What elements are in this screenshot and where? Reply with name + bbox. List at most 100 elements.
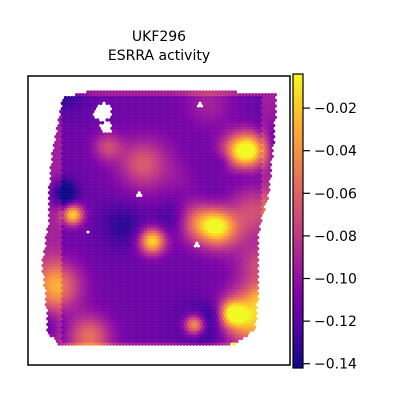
tissue-spot — [87, 165, 92, 170]
tissue-spot — [263, 93, 268, 97]
tissue-spot — [262, 123, 266, 128]
tissue-spot — [83, 174, 87, 178]
tissue-spot — [172, 107, 177, 111]
tissue-spot — [211, 185, 215, 189]
tissue-spot — [188, 129, 193, 133]
tissue-spot — [169, 129, 173, 133]
tissue-spot — [217, 157, 221, 161]
tissue-spot — [94, 121, 98, 125]
tissue-spot — [239, 95, 244, 100]
tissue-spot — [75, 121, 79, 125]
tissue-spot — [100, 165, 105, 170]
tissue-spot — [230, 107, 234, 111]
tissue-spot — [83, 95, 87, 100]
tissue-spot — [73, 123, 77, 128]
tissue-spot — [262, 112, 266, 117]
tissue-spot — [155, 165, 159, 170]
tissue-spot — [182, 112, 186, 117]
tissue-spot — [115, 112, 119, 117]
tissue-spot — [103, 149, 108, 153]
tissue-spot — [207, 163, 212, 167]
tissue-spot — [60, 174, 65, 178]
tissue-spot — [263, 115, 268, 119]
tissue-spot — [148, 98, 153, 103]
tissue-spot — [185, 107, 189, 111]
tissue-spot — [203, 177, 207, 181]
tissue-spot — [188, 146, 193, 150]
tissue-spot — [71, 165, 76, 170]
tissue-spot — [246, 129, 250, 133]
tissue-spot — [94, 154, 98, 159]
tissue-spot — [236, 168, 241, 173]
tissue-spot — [76, 118, 81, 122]
tissue-spot — [131, 179, 135, 184]
tissue-spot — [183, 154, 188, 159]
tissue-spot — [175, 163, 180, 167]
tissue-spot — [223, 179, 228, 184]
tissue-spot — [148, 188, 153, 192]
tissue-spot — [219, 193, 223, 198]
tissue-spot — [223, 135, 228, 139]
tissue-spot — [121, 112, 125, 117]
tissue-spot — [81, 104, 85, 108]
tissue-spot — [179, 168, 183, 173]
tissue-spot — [119, 149, 124, 153]
tissue-spot — [193, 104, 197, 108]
tissue-spot — [70, 123, 74, 128]
tissue-spot — [201, 191, 205, 195]
tissue-spot — [222, 143, 226, 147]
tissue-spot — [187, 98, 191, 103]
tissue-spot — [143, 140, 148, 145]
tissue-spot — [241, 177, 245, 181]
tissue-spot — [217, 191, 221, 195]
tissue-spot — [153, 146, 157, 150]
tissue-spot — [151, 154, 156, 159]
tissue-spot — [190, 149, 194, 153]
tissue-spot — [150, 185, 154, 189]
tissue-spot — [188, 101, 193, 105]
tissue-spot — [127, 179, 132, 184]
tissue-spot — [67, 146, 71, 150]
tissue-spot — [223, 90, 228, 94]
tissue-spot — [89, 191, 93, 195]
tissue-spot — [206, 98, 210, 103]
tissue-spot — [231, 177, 236, 181]
tissue-spot — [172, 168, 177, 173]
tissue-spot — [220, 95, 225, 100]
tissue-spot — [238, 126, 242, 131]
tissue-spot — [195, 185, 199, 189]
tissue-spot — [140, 157, 145, 161]
tissue-spot — [119, 143, 124, 147]
tissue-spot — [51, 168, 55, 173]
tissue-spot — [249, 135, 253, 139]
tissue-spot — [183, 115, 188, 119]
tissue-spot — [52, 165, 57, 170]
tissue-spot — [230, 140, 234, 145]
tissue-spot — [247, 93, 252, 97]
tissue-spot — [188, 179, 193, 184]
tissue-spot — [193, 98, 197, 103]
tissue-spot — [214, 174, 218, 178]
tissue-spot — [262, 151, 266, 156]
tissue-spot — [139, 121, 143, 125]
tissue-spot — [185, 112, 189, 117]
tissue-spot — [158, 109, 162, 114]
tissue-spot — [73, 174, 77, 178]
tissue-spot — [244, 126, 249, 131]
tissue-spot — [81, 98, 85, 103]
tissue-spot — [188, 151, 193, 156]
tissue-spot — [89, 101, 93, 105]
tissue-spot — [140, 174, 145, 178]
tissue-spot — [100, 182, 105, 187]
tissue-spot — [113, 93, 117, 97]
tissue-spot — [84, 132, 89, 136]
tissue-spot — [241, 126, 245, 131]
tissue-spot — [191, 146, 196, 150]
tissue-spot — [175, 146, 180, 150]
tissue-spot — [81, 132, 85, 136]
tissue-spot — [203, 165, 207, 170]
tissue-spot — [180, 137, 185, 142]
tissue-spot — [65, 132, 69, 136]
tissue-spot — [100, 149, 105, 153]
tissue-spot — [257, 160, 261, 164]
